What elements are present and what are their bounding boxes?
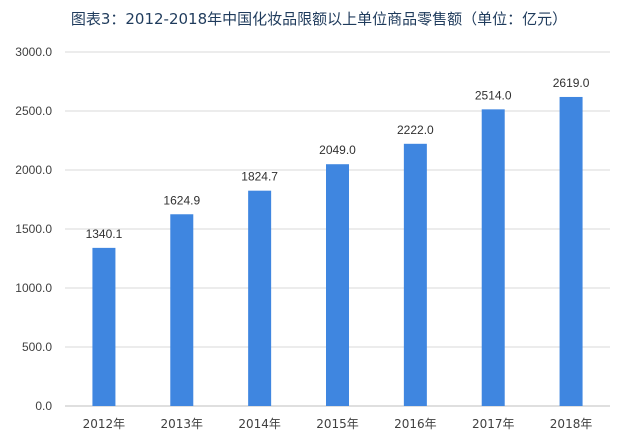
y-tick-label: 0.0 (35, 399, 52, 413)
y-tick-label: 2500.0 (15, 104, 52, 118)
x-axis: 2012年 2013年 2014年 2015年 2016年 2017年 2018年 (83, 417, 593, 431)
data-label: 2514.0 (475, 88, 512, 102)
y-tick-label: 2000.0 (15, 163, 52, 177)
data-labels: 1340.1 1624.9 1824.7 2049.0 2222.0 2514.0 2619… (86, 76, 590, 241)
bar (481, 109, 505, 407)
x-tick-label: 2014年 (238, 417, 281, 431)
chart-title: 图表3：2012-2018年中国化妆品限额以上单位商品零售额（单位：亿元） (70, 10, 568, 28)
y-tick-label: 3000.0 (15, 45, 52, 59)
data-label: 2222.0 (397, 123, 434, 137)
x-tick-label: 2016年 (394, 417, 437, 431)
x-tick-label: 2012年 (83, 417, 126, 431)
bar (326, 164, 349, 406)
data-label: 2049.0 (319, 143, 356, 157)
y-tick-label: 1000.0 (15, 281, 52, 295)
bars (92, 96, 583, 407)
x-tick-label: 2013年 (161, 417, 204, 431)
x-tick-label: 2017年 (472, 417, 515, 431)
bar (170, 214, 194, 406)
data-label: 1340.1 (86, 227, 123, 241)
bar (403, 143, 427, 406)
bar (248, 190, 272, 406)
y-tick-label: 1500.0 (15, 222, 52, 236)
data-label: 1824.7 (241, 170, 278, 184)
x-tick-label: 2018年 (550, 417, 593, 431)
y-axis: 0.0 500.0 1000.0 1500.0 2000.0 2500.0 3000.0 (15, 45, 52, 413)
bar (559, 96, 583, 406)
x-tick-label: 2015年 (316, 417, 359, 431)
bar (92, 247, 116, 406)
data-label: 2619.0 (553, 76, 590, 90)
data-label: 1624.9 (163, 193, 200, 207)
y-tick-label: 500.0 (22, 340, 52, 354)
